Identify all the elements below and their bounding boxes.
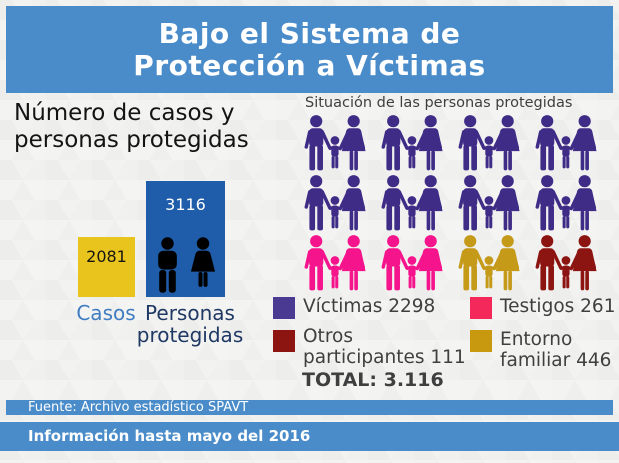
legend-label-otros: Otros participantes 111 bbox=[303, 326, 466, 368]
bar-chart-title: Número de casos y personas protegidas bbox=[14, 100, 304, 154]
family-icon-victimas bbox=[455, 174, 532, 232]
man-icon bbox=[151, 237, 184, 294]
pictogram-title: Situación de las personas protegidas bbox=[305, 95, 573, 111]
family-icon-victimas bbox=[301, 114, 378, 172]
bar-label-personas: Personas protegidas bbox=[134, 301, 246, 347]
legend-swatch-otros bbox=[273, 330, 295, 352]
bar-personas-value: 3116 bbox=[165, 195, 206, 214]
family-icon-entorno bbox=[455, 234, 532, 292]
family-icon-victimas bbox=[378, 174, 455, 232]
bar-casos-value: 2081 bbox=[86, 247, 127, 266]
family-icon-testigos bbox=[378, 234, 455, 292]
man-woman-icon bbox=[148, 232, 223, 294]
legend-swatch-entorno bbox=[470, 330, 492, 352]
bar-chart-title-line2: personas protegidas bbox=[14, 127, 249, 154]
bar-chart-title-line1: Número de casos y bbox=[14, 100, 235, 126]
pictogram-row bbox=[301, 112, 615, 172]
legend-swatch-victimas bbox=[273, 297, 295, 319]
page-title-line2: Protección a Víctimas bbox=[133, 48, 486, 82]
header-banner: Bajo el Sistema de Protección a Víctimas bbox=[6, 6, 613, 93]
family-icon-victimas bbox=[378, 114, 455, 172]
bar-label-casos: Casos bbox=[76, 301, 136, 325]
family-icon-otros bbox=[532, 234, 609, 292]
page-title-line1: Bajo el Sistema de bbox=[158, 17, 461, 51]
legend-label-entorno-line1: Entorno bbox=[500, 329, 573, 350]
bar-casos: 2081 bbox=[78, 237, 135, 297]
family-icon-victimas bbox=[455, 114, 532, 172]
woman-icon bbox=[185, 237, 221, 294]
pictogram-grid bbox=[301, 112, 615, 292]
pictogram-row bbox=[301, 172, 615, 232]
family-icon-testigos bbox=[301, 234, 378, 292]
bar-label-personas-line1: Personas bbox=[145, 301, 235, 325]
bar-label-personas-line2: protegidas bbox=[136, 322, 244, 347]
legend-label-otros-line2: participantes 111 bbox=[303, 346, 466, 368]
legend-label-entorno-line2: familiar 446 bbox=[500, 349, 612, 371]
info-bar: Información hasta mayo del 2016 bbox=[0, 422, 619, 451]
legend-label-entorno: Entorno familiar 446 bbox=[500, 329, 612, 371]
legend-label-victimas: Víctimas 2298 bbox=[303, 296, 436, 317]
pictogram-row bbox=[301, 232, 615, 292]
source-bar: Fuente: Archivo estadístico SPAVT bbox=[6, 400, 613, 415]
family-icon-victimas bbox=[532, 114, 609, 172]
family-icon-victimas bbox=[301, 174, 378, 232]
family-icon-victimas bbox=[532, 174, 609, 232]
legend-label-otros-line1: Otros bbox=[303, 326, 353, 347]
total-label: TOTAL: 3.116 bbox=[302, 369, 444, 391]
legend-label-testigos: Testigos 261 bbox=[500, 296, 616, 317]
legend-swatch-testigos bbox=[470, 297, 492, 319]
